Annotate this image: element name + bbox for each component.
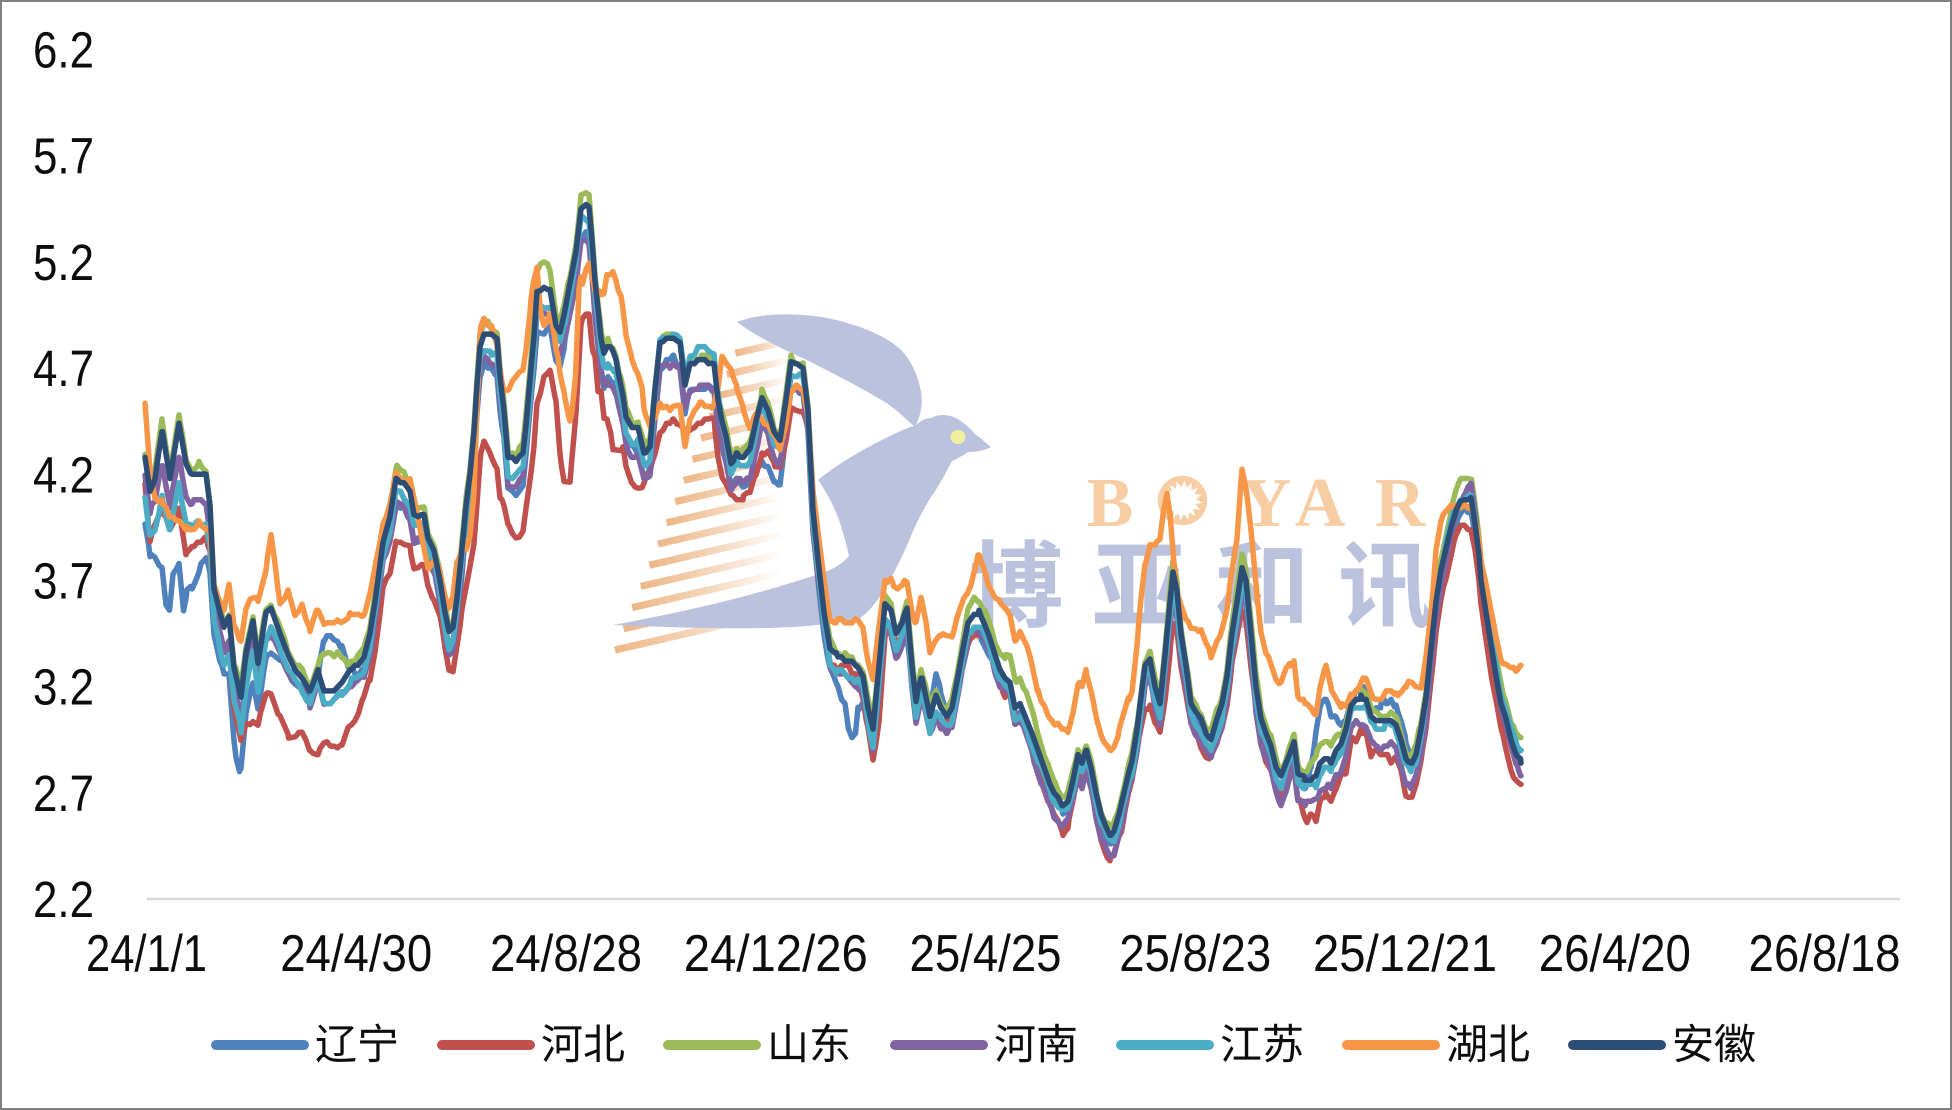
svg-text:25/4/25: 25/4/25: [910, 925, 1062, 983]
svg-text:3.2: 3.2: [33, 659, 94, 716]
svg-text:25/8/23: 25/8/23: [1119, 925, 1271, 983]
svg-text:24/4/30: 24/4/30: [280, 925, 432, 983]
svg-text:B: B: [1087, 465, 1134, 542]
svg-text:24/8/28: 24/8/28: [490, 925, 642, 983]
svg-text:2.7: 2.7: [33, 765, 94, 822]
svg-text:2.2: 2.2: [33, 871, 94, 928]
svg-text:25/12/21: 25/12/21: [1313, 925, 1497, 983]
svg-text:R: R: [1375, 465, 1427, 542]
svg-text:5.2: 5.2: [33, 234, 94, 291]
svg-text:4.2: 4.2: [33, 446, 94, 503]
svg-text:3.7: 3.7: [33, 553, 94, 610]
svg-text:6.2: 6.2: [33, 22, 94, 79]
svg-text:26/4/20: 26/4/20: [1539, 925, 1691, 983]
svg-text:4.7: 4.7: [33, 340, 94, 397]
svg-text:A: A: [1295, 465, 1346, 542]
svg-text:5.7: 5.7: [33, 128, 94, 185]
svg-text:24/12/26: 24/12/26: [684, 925, 868, 983]
svg-text:24/1/1: 24/1/1: [86, 925, 207, 983]
svg-text:26/8/18: 26/8/18: [1749, 925, 1901, 983]
